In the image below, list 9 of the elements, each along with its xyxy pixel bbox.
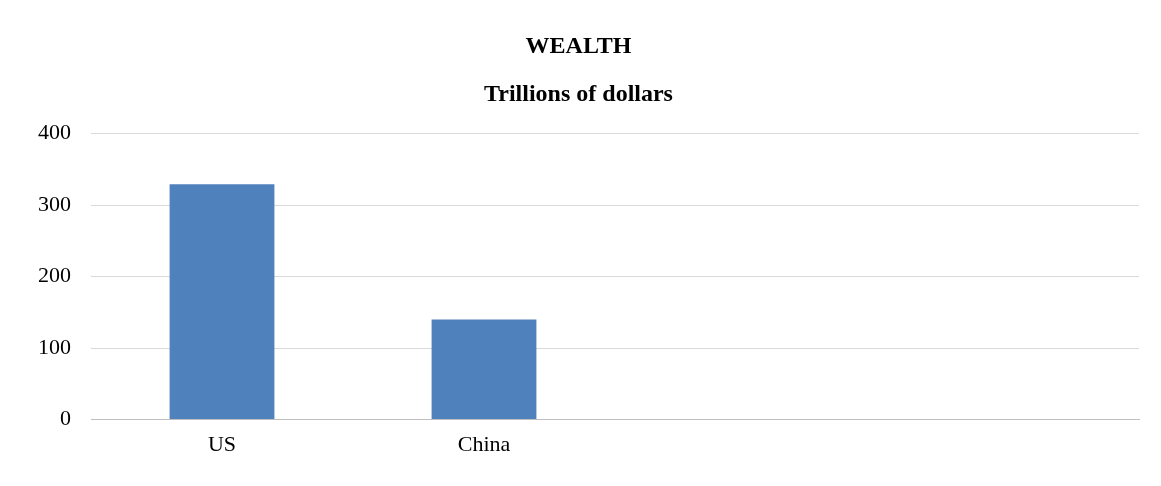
y-tick-label: 0 <box>60 405 71 431</box>
x-tick-label: China <box>457 430 511 456</box>
y-tick-label: 300 <box>38 190 71 216</box>
x-tick-label: US <box>207 430 237 456</box>
y-tick-label: 100 <box>38 333 71 359</box>
chart-subtitle: Trillions of dollars <box>484 80 673 107</box>
y-tick-label: 200 <box>38 262 71 288</box>
y-tick-label: 400 <box>38 119 71 145</box>
chart-title: WEALTH <box>525 31 632 58</box>
